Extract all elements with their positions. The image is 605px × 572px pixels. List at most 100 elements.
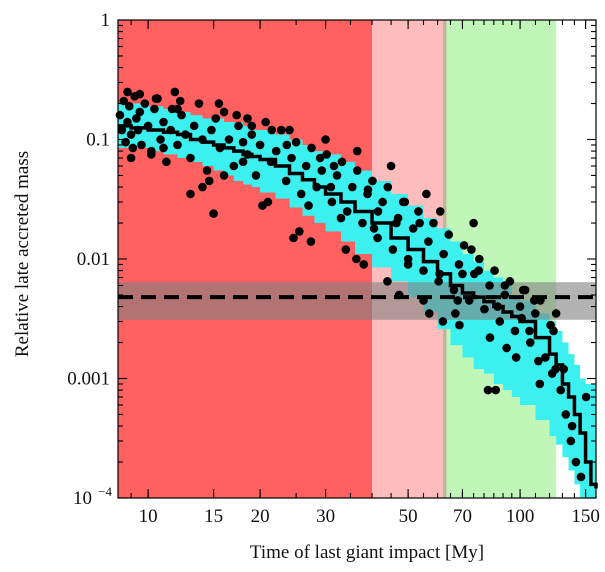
scatter-point — [140, 99, 150, 108]
scatter-point — [424, 309, 434, 318]
scatter-point — [271, 146, 281, 156]
scatter-point — [304, 201, 313, 210]
x-tick-label: 10 — [139, 506, 158, 527]
scatter-point — [495, 317, 505, 326]
scatter-point — [337, 157, 347, 167]
y-tick-label: 0.001 — [67, 369, 110, 390]
scatter-point — [301, 161, 311, 171]
scatter-point — [332, 171, 342, 180]
scatter-point — [238, 157, 248, 167]
scatter-point — [363, 185, 373, 195]
scatter-point — [159, 143, 168, 153]
scatter-point — [359, 260, 369, 269]
scatter-point — [383, 277, 392, 286]
data-points — [115, 87, 591, 482]
scatter-point — [467, 245, 476, 254]
time-regions — [118, 20, 557, 498]
scatter-point — [394, 290, 404, 300]
scatter-point — [261, 117, 270, 127]
scatter-point — [388, 245, 398, 254]
scatter-point — [500, 290, 510, 300]
scatter-point — [170, 87, 180, 97]
y-tick-label: 1 — [101, 10, 111, 31]
scatter-point — [369, 224, 379, 233]
scatter-point — [485, 333, 495, 342]
scatter-point — [295, 227, 304, 236]
scatter-point — [435, 207, 445, 216]
scatter-point — [322, 150, 331, 159]
scatter-point — [378, 197, 387, 207]
scatter-point — [541, 353, 550, 362]
y-axis-title: Relative late accreted mass — [12, 151, 33, 357]
scatter-point — [490, 266, 499, 275]
y-tick-label: 0.01 — [77, 249, 110, 270]
scatter-point — [247, 130, 257, 139]
x-tick-label: 30 — [316, 506, 335, 527]
scatter-point — [559, 364, 568, 374]
scatter-point — [281, 176, 291, 186]
scatter-point — [282, 140, 292, 150]
scatter-point — [232, 110, 241, 120]
scatter-point — [500, 281, 510, 290]
scatter-point — [352, 146, 362, 156]
scatter-point — [115, 110, 125, 120]
scatter-point — [386, 161, 396, 171]
x-tick-label: 15 — [204, 506, 223, 527]
scatter-point — [186, 189, 195, 199]
scatter-point — [414, 207, 423, 216]
scatter-point — [327, 197, 337, 207]
scatter-point — [287, 153, 296, 163]
region-0 — [118, 20, 373, 498]
scatter-point — [285, 125, 294, 135]
scatter-point — [247, 121, 257, 131]
observed-band — [118, 282, 596, 320]
x-tick-labels: 10 15 20 30 50 70 100 150 — [139, 506, 600, 527]
scatter-point — [571, 457, 581, 467]
scatter-point — [276, 125, 286, 135]
scatter-point — [556, 385, 566, 395]
scatter-point — [567, 421, 577, 431]
scatter-point — [306, 237, 316, 246]
scatter-point — [458, 269, 467, 279]
scatter-point — [459, 241, 469, 250]
scatter-point — [438, 317, 448, 326]
scatter-point — [229, 161, 239, 171]
scatter-point — [502, 343, 511, 353]
scatter-point — [510, 326, 520, 336]
scatter-point — [289, 233, 298, 243]
scatter-point — [173, 140, 182, 150]
scatter-point — [515, 302, 525, 311]
scatter-point — [451, 309, 460, 318]
axis-ticks — [118, 19, 597, 499]
scatter-point — [181, 130, 190, 139]
scatter-point — [576, 472, 586, 482]
scatter-point — [162, 157, 171, 167]
scatter-point — [383, 182, 393, 192]
scatter-point — [189, 121, 199, 131]
scatter-point — [511, 353, 521, 362]
scatter-point — [251, 171, 261, 180]
scatter-point — [493, 302, 502, 311]
scatter-point — [198, 135, 207, 144]
y-tick-exponent: −4 — [98, 484, 112, 499]
scatter-point — [151, 94, 161, 103]
scatter-point — [373, 233, 382, 243]
scatter-point — [329, 161, 339, 171]
y-tick-label: 0.1 — [86, 130, 110, 151]
scatter-point — [326, 182, 336, 192]
scatter-point — [341, 245, 351, 254]
scatter-point — [535, 379, 545, 389]
scatter-point — [444, 230, 454, 239]
scatter-point — [525, 338, 535, 347]
scatter-point — [143, 121, 153, 131]
scatter-point — [204, 176, 214, 186]
scatter-point — [439, 249, 448, 259]
scatter-point — [424, 237, 433, 246]
scatter-point — [234, 121, 243, 131]
scatter-point — [581, 392, 591, 402]
scatter-point — [368, 176, 377, 186]
scatter-point — [400, 197, 410, 207]
scatter-point — [166, 125, 175, 135]
scatter-point — [150, 104, 159, 114]
scatter-point — [419, 296, 428, 305]
